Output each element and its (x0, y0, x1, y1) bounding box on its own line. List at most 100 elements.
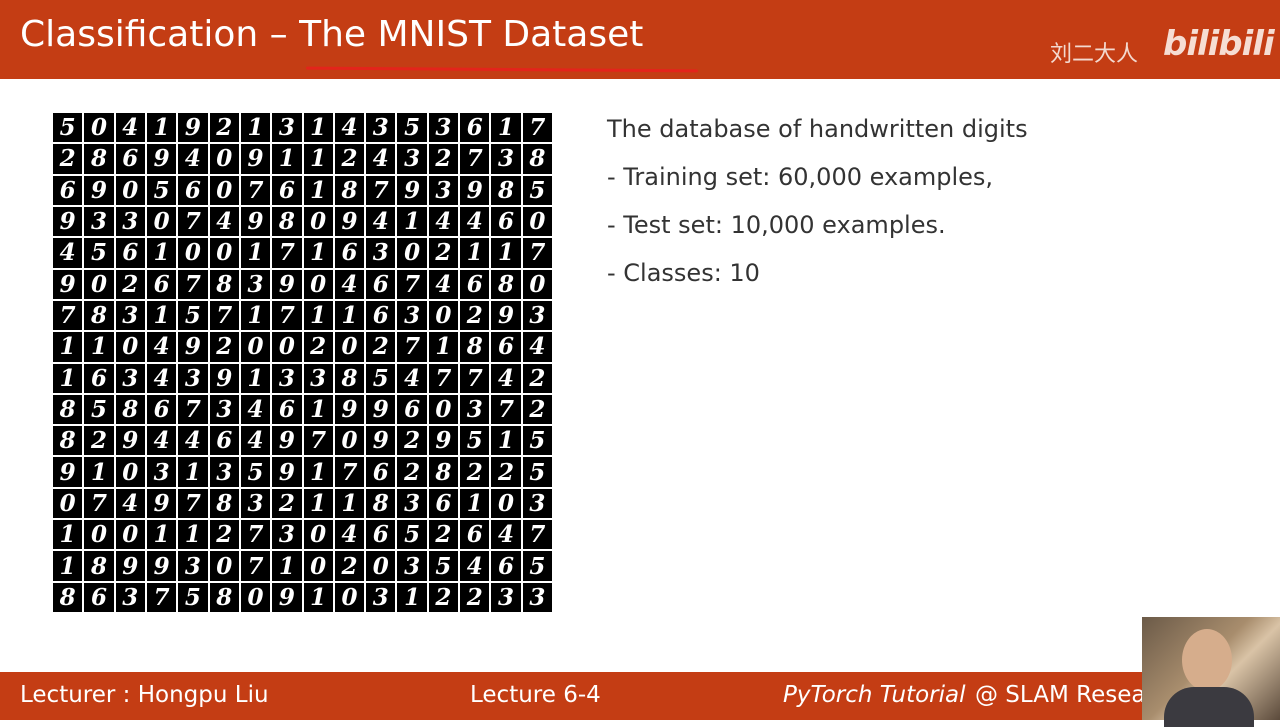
digit: 6 (146, 269, 177, 299)
digit: 9 (84, 175, 114, 205)
digit: 6 (84, 582, 114, 612)
digit: 2 (272, 488, 302, 519)
digit: 0 (209, 175, 239, 205)
bullet: - Training set: 60,000 examples, (607, 163, 994, 191)
digit: 3 (272, 520, 302, 550)
digit: 9 (115, 551, 145, 581)
digit: 0 (522, 269, 552, 299)
digit: 5 (397, 113, 427, 143)
digit: 6 (115, 238, 145, 268)
digit: 2 (428, 144, 459, 174)
digit: 3 (397, 488, 427, 519)
digit: 5 (178, 582, 208, 612)
digit: 1 (240, 363, 271, 393)
digit: 6 (334, 238, 365, 268)
digit: 4 (334, 520, 365, 550)
digit: 9 (334, 206, 365, 237)
organization: @ SLAM Resea (975, 682, 1146, 708)
footer-bar: Lecturer : Hongpu Liu Lecture 6-4 PyTorc… (0, 672, 1280, 720)
digit: 9 (366, 394, 396, 425)
bullet: - Test set: 10,000 examples. (607, 211, 946, 239)
digit: 3 (272, 113, 302, 143)
digit: 2 (460, 582, 490, 612)
digit: 7 (84, 488, 114, 519)
digit: 7 (334, 457, 365, 487)
digit: 3 (522, 488, 552, 519)
digit: 8 (491, 269, 521, 299)
digit: 1 (53, 363, 83, 393)
digit: 1 (84, 457, 114, 487)
digit: 1 (146, 300, 177, 331)
digit: 6 (115, 144, 145, 174)
digit: 0 (334, 426, 365, 456)
digit: 0 (115, 332, 145, 362)
digit: 8 (209, 582, 239, 612)
slide-title: Classification – The MNIST Dataset (20, 14, 644, 55)
digit: 7 (178, 488, 208, 519)
digit: 0 (522, 206, 552, 237)
digit: 7 (240, 175, 271, 205)
digit: 1 (178, 520, 208, 550)
digit: 6 (209, 426, 239, 456)
digit: 1 (146, 520, 177, 550)
digit: 7 (522, 520, 552, 550)
digit: 4 (522, 332, 552, 362)
digit: 1 (146, 113, 177, 143)
digit: 7 (178, 206, 208, 237)
digit: 0 (84, 113, 114, 143)
digit: 6 (53, 175, 83, 205)
digit: 1 (334, 488, 365, 519)
digit: 8 (460, 332, 490, 362)
digit: 0 (209, 551, 239, 581)
digit: 0 (84, 520, 114, 550)
digit: 1 (397, 206, 427, 237)
digit: 0 (303, 269, 333, 299)
digit: 8 (84, 551, 114, 581)
lecture-number: Lecture 6-4 (470, 682, 601, 708)
digit: 3 (146, 457, 177, 487)
digit: 3 (428, 113, 459, 143)
digit: 0 (397, 238, 427, 268)
digit: 5 (146, 175, 177, 205)
digit: 8 (84, 144, 114, 174)
digit: 7 (522, 238, 552, 268)
digit: 2 (84, 426, 114, 456)
digit: 1 (240, 113, 271, 143)
digit: 6 (272, 394, 302, 425)
digit: 2 (522, 363, 552, 393)
digit: 1 (272, 144, 302, 174)
digit: 3 (366, 238, 396, 268)
digit: 8 (334, 363, 365, 393)
digit: 2 (522, 394, 552, 425)
digit: 6 (460, 113, 490, 143)
digit: 3 (209, 457, 239, 487)
digit: 1 (303, 457, 333, 487)
digit: 5 (84, 394, 114, 425)
digit: 7 (428, 363, 459, 393)
digit: 6 (428, 488, 459, 519)
digit: 7 (209, 300, 239, 331)
underline (305, 66, 699, 73)
digit: 1 (460, 238, 490, 268)
digit: 9 (240, 206, 271, 237)
digit: 9 (240, 144, 271, 174)
digit: 6 (146, 394, 177, 425)
digit: 7 (53, 300, 83, 331)
digit: 0 (334, 332, 365, 362)
digit: 0 (115, 457, 145, 487)
digit: 9 (428, 426, 459, 456)
digit: 5 (522, 551, 552, 581)
digit: 2 (209, 113, 239, 143)
digit: 1 (491, 113, 521, 143)
digit: 2 (53, 144, 83, 174)
digit: 3 (366, 113, 396, 143)
digit: 2 (366, 332, 396, 362)
digit: 9 (115, 426, 145, 456)
digit: 6 (178, 175, 208, 205)
digit: 1 (303, 144, 333, 174)
lecturer: Lecturer : Hongpu Liu (20, 682, 269, 708)
digit: 7 (240, 551, 271, 581)
digit: 4 (240, 426, 271, 456)
digit: 7 (303, 426, 333, 456)
digit: 5 (53, 113, 83, 143)
